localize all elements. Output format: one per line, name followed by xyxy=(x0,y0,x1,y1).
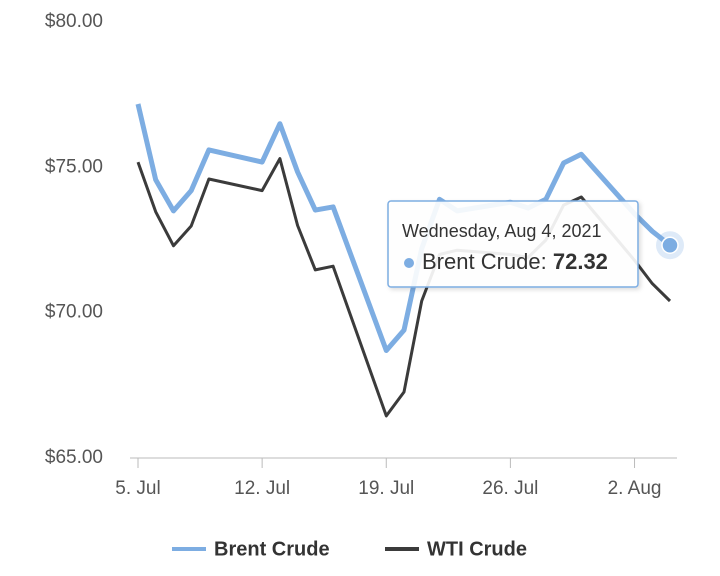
x-tick-label: 2. Aug xyxy=(608,478,662,499)
tooltip-number: 72.32 xyxy=(553,249,608,274)
tooltip-value: Brent Crude: 72.32 xyxy=(422,249,608,274)
tooltip-box xyxy=(387,200,639,288)
tooltip-title: Wednesday, Aug 4, 2021 xyxy=(402,221,602,241)
hover-point xyxy=(661,236,679,254)
y-tick-label: $70.00 xyxy=(45,302,103,323)
y-tick-label: $65.00 xyxy=(45,447,103,468)
x-tick-label: 12. Jul xyxy=(234,478,290,499)
x-tick-label: 5. Jul xyxy=(115,478,160,499)
x-tick-label: 26. Jul xyxy=(482,478,538,499)
tooltip-dot xyxy=(404,258,414,268)
legend-label[interactable]: WTI Crude xyxy=(427,538,527,560)
y-tick-label: $80.00 xyxy=(45,11,103,32)
x-tick-label: 19. Jul xyxy=(358,478,414,499)
y-tick-label: $75.00 xyxy=(45,156,103,177)
legend-label[interactable]: Brent Crude xyxy=(214,538,330,560)
series-line xyxy=(135,103,672,353)
tooltip-series: Brent Crude xyxy=(422,249,541,274)
